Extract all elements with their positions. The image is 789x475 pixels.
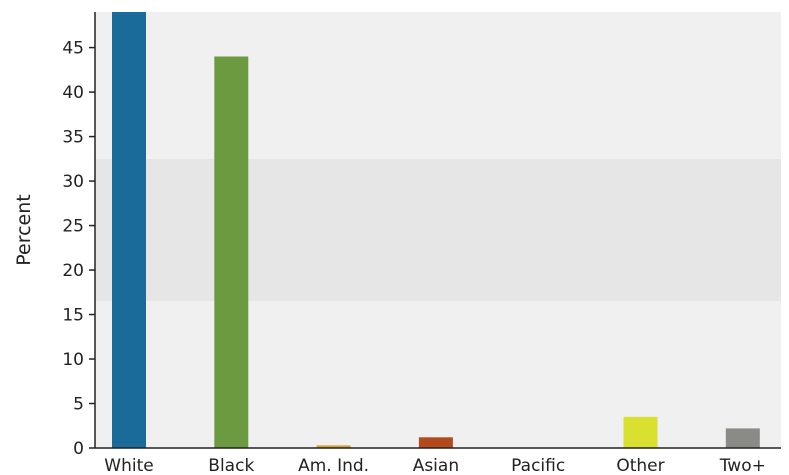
background-band-1 xyxy=(95,158,781,302)
y-tick-label: 15 xyxy=(62,306,84,326)
y-tick-label: 45 xyxy=(62,39,84,59)
background-band-0 xyxy=(95,301,781,448)
x-tick-label: Am. Ind. xyxy=(298,456,369,475)
background-bands xyxy=(95,12,781,448)
bars-group xyxy=(112,12,760,448)
y-axis-title: Percent xyxy=(13,194,35,266)
x-tick-label: Black xyxy=(208,456,254,475)
bar-other xyxy=(623,416,658,448)
y-ticks: 0 5 10 15 20 25 30 35 40 45 xyxy=(62,39,95,459)
y-tick-label: 10 xyxy=(62,350,84,370)
bar-white xyxy=(112,12,146,448)
bar-black xyxy=(214,56,249,448)
x-tick-label: Two+ xyxy=(719,456,766,475)
y-tick-label: 0 xyxy=(73,439,84,459)
x-tick-label: Pacific xyxy=(511,456,565,475)
bar-two xyxy=(725,428,760,448)
y-tick-label: 30 xyxy=(62,172,84,192)
y-tick-label: 20 xyxy=(62,261,84,281)
x-tick-label: White xyxy=(104,456,153,475)
x-tick-labels: White Black Am. Ind. Asian Pacific Other Two+ xyxy=(104,456,766,475)
y-tick-label: 5 xyxy=(73,395,84,415)
bar-asian xyxy=(418,437,453,448)
bar-am-ind xyxy=(316,445,351,448)
background-band-2 xyxy=(95,12,781,159)
y-tick-label: 25 xyxy=(62,217,84,237)
y-tick-label: 40 xyxy=(62,83,84,103)
x-tick-label: Other xyxy=(616,456,664,475)
y-tick-label: 35 xyxy=(62,128,84,148)
x-tick-label: Asian xyxy=(413,456,459,475)
